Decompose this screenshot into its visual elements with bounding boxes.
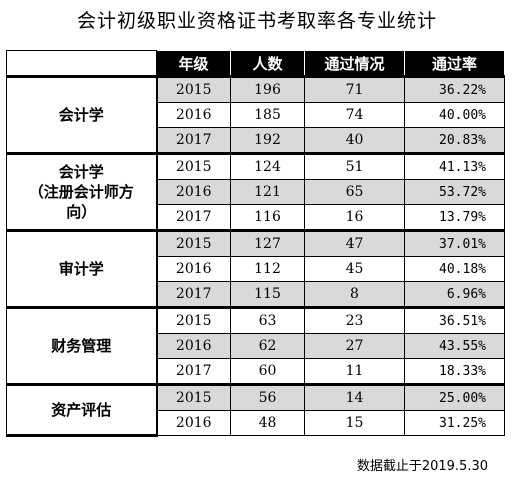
- count-cell: 112: [230, 256, 305, 282]
- major-label-line: 资产评估: [51, 401, 112, 419]
- table-row: 审计学 2015 127 47 37.01%: [6, 229, 505, 309]
- data-cutoff-note: 数据截止于2019.5.30: [356, 459, 488, 474]
- rate-cell: 31.25%: [404, 410, 505, 436]
- header-rate: 通过率: [404, 50, 505, 77]
- rate-cell: 36.51%: [404, 306, 505, 334]
- table-row: 2017 192 40 20.83%: [7, 127, 505, 154]
- count-cell: 127: [230, 229, 305, 257]
- table-row: 2016 62 27 43.55%: [7, 333, 505, 359]
- passed-cell: 8: [304, 281, 405, 308]
- count-cell: 124: [230, 152, 305, 180]
- passed-cell: 65: [304, 179, 405, 205]
- major-cell: 审计学: [6, 229, 158, 309]
- passed-cell: 15: [304, 410, 405, 436]
- year-cell: 2017: [156, 358, 231, 385]
- passed-cell: 71: [304, 75, 405, 103]
- count-cell: 196: [230, 75, 305, 103]
- year-cell: 2016: [156, 410, 231, 436]
- rate-cell: 40.18%: [404, 256, 505, 282]
- rate-cell: 37.01%: [404, 229, 505, 257]
- table-row: 2017 116 16 13.79%: [7, 204, 505, 231]
- stats-table: 年级 人数 通过情况 通过率 会计学 2015 196 71 36.22% 2016 185…: [6, 50, 505, 437]
- header-corner: [6, 50, 157, 77]
- major-cell: 资产评估: [6, 383, 158, 437]
- major-label-line: 向）: [66, 203, 97, 221]
- table-row: 2016 48 15 31.25%: [7, 410, 505, 436]
- passed-cell: 14: [304, 383, 405, 411]
- major-label-line: 会计学: [58, 106, 104, 124]
- count-cell: 63: [230, 306, 305, 334]
- major-label-line: 会计学: [58, 163, 104, 181]
- rate-cell: 36.22%: [404, 75, 505, 103]
- major-cell: 会计学 （注册会计师方 向）: [6, 152, 158, 232]
- table-body: 会计学 2015 196 71 36.22% 2016 185 74 40.00% 2017 192…: [6, 75, 505, 437]
- passed-cell: 11: [304, 358, 405, 385]
- header-count: 人数: [230, 50, 305, 77]
- year-cell: 2016: [156, 256, 231, 282]
- count-cell: 185: [230, 102, 305, 128]
- major-cell: 财务管理: [6, 306, 158, 386]
- count-cell: 115: [230, 281, 305, 308]
- major-label-line: 财务管理: [51, 337, 112, 355]
- count-cell: 62: [230, 333, 305, 359]
- year-cell: 2016: [156, 102, 231, 128]
- year-cell: 2015: [156, 75, 231, 103]
- table-row: 会计学 （注册会计师方 向） 2015 124 51 41.13%: [6, 152, 505, 232]
- major-label-line: （注册会计师方: [28, 183, 134, 201]
- rate-cell: 43.55%: [404, 333, 505, 359]
- year-cell: 2016: [156, 333, 231, 359]
- passed-cell: 23: [304, 306, 405, 334]
- year-cell: 2015: [156, 152, 231, 180]
- rate-cell: 18.33%: [404, 358, 505, 385]
- count-cell: 121: [230, 179, 305, 205]
- count-cell: 48: [230, 410, 305, 436]
- rate-cell: 6.96%: [404, 281, 505, 308]
- header-year: 年级: [156, 50, 231, 77]
- passed-cell: 27: [304, 333, 405, 359]
- count-cell: 192: [230, 127, 305, 154]
- passed-cell: 51: [304, 152, 405, 180]
- table-title: 会计初级职业资格证书考取率各专业统计: [76, 10, 437, 32]
- major-cell: 会计学: [6, 75, 158, 155]
- table-row: 会计学 2015 196 71 36.22%: [6, 75, 505, 155]
- header-row: 年级 人数 通过情况 通过率: [6, 50, 505, 77]
- table-row: 资产评估 2015 56 14 25.00%: [6, 383, 505, 437]
- passed-cell: 16: [304, 204, 405, 231]
- year-cell: 2015: [156, 306, 231, 334]
- table-row: 2016 185 74 40.00%: [7, 102, 505, 128]
- count-cell: 116: [230, 204, 305, 231]
- rate-cell: 41.13%: [404, 152, 505, 180]
- passed-cell: 47: [304, 229, 405, 257]
- passed-cell: 40: [304, 127, 405, 154]
- table-row: 2016 121 65 53.72%: [7, 179, 505, 205]
- count-cell: 56: [230, 383, 305, 411]
- year-cell: 2017: [156, 281, 231, 308]
- table-row: 2017 115 8 6.96%: [7, 281, 505, 308]
- year-cell: 2016: [156, 179, 231, 205]
- table-row: 2016 112 45 40.18%: [7, 256, 505, 282]
- year-cell: 2017: [156, 204, 231, 231]
- count-cell: 60: [230, 358, 305, 385]
- table-row: 财务管理 2015 63 23 36.51%: [6, 306, 505, 386]
- table-row: 2017 60 11 18.33%: [7, 358, 505, 385]
- rate-cell: 25.00%: [404, 383, 505, 411]
- rate-cell: 13.79%: [404, 204, 505, 231]
- year-cell: 2015: [156, 229, 231, 257]
- passed-cell: 45: [304, 256, 405, 282]
- passed-cell: 74: [304, 102, 405, 128]
- year-cell: 2015: [156, 383, 231, 411]
- rate-cell: 20.83%: [404, 127, 505, 154]
- rate-cell: 53.72%: [404, 179, 505, 205]
- year-cell: 2017: [156, 127, 231, 154]
- major-label-line: 审计学: [58, 260, 104, 278]
- rate-cell: 40.00%: [404, 102, 505, 128]
- header-passed: 通过情况: [304, 50, 405, 77]
